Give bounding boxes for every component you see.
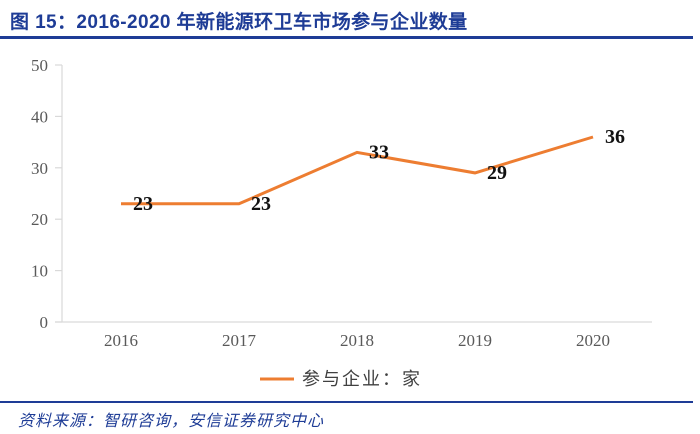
x-axis-tick-label: 2016: [104, 331, 138, 350]
source-note: 资料来源：智研咨询，安信证券研究中心: [18, 413, 325, 430]
y-axis-tick-label: 0: [40, 313, 49, 332]
y-axis-tick-label: 30: [31, 159, 48, 178]
data-point-label: 36: [605, 126, 625, 148]
x-axis-tick-label: 2017: [222, 331, 257, 350]
series-line: [121, 135, 594, 206]
data-point-label: 29: [487, 162, 507, 184]
data-point-label: 33: [369, 141, 389, 163]
y-axis-tick-label: 40: [31, 107, 48, 126]
data-point-label: 23: [133, 193, 153, 215]
y-axis-tick-label: 20: [31, 210, 48, 229]
legend-label: 参与企业：家: [302, 369, 422, 389]
y-axis-tick-label: 10: [31, 262, 48, 281]
footer-divider: [0, 401, 693, 403]
figure-title: 图 15：2016-2020 年新能源环卫车市场参与企业数量: [10, 12, 468, 33]
x-axis-tick-label: 2020: [576, 331, 610, 350]
data-point-label: 23: [251, 193, 271, 215]
x-axis-tick-label: 2018: [340, 331, 374, 350]
x-axis-tick-label: 2019: [458, 331, 492, 350]
y-axis-tick-label: 50: [31, 56, 48, 75]
title-underline: [0, 36, 693, 39]
